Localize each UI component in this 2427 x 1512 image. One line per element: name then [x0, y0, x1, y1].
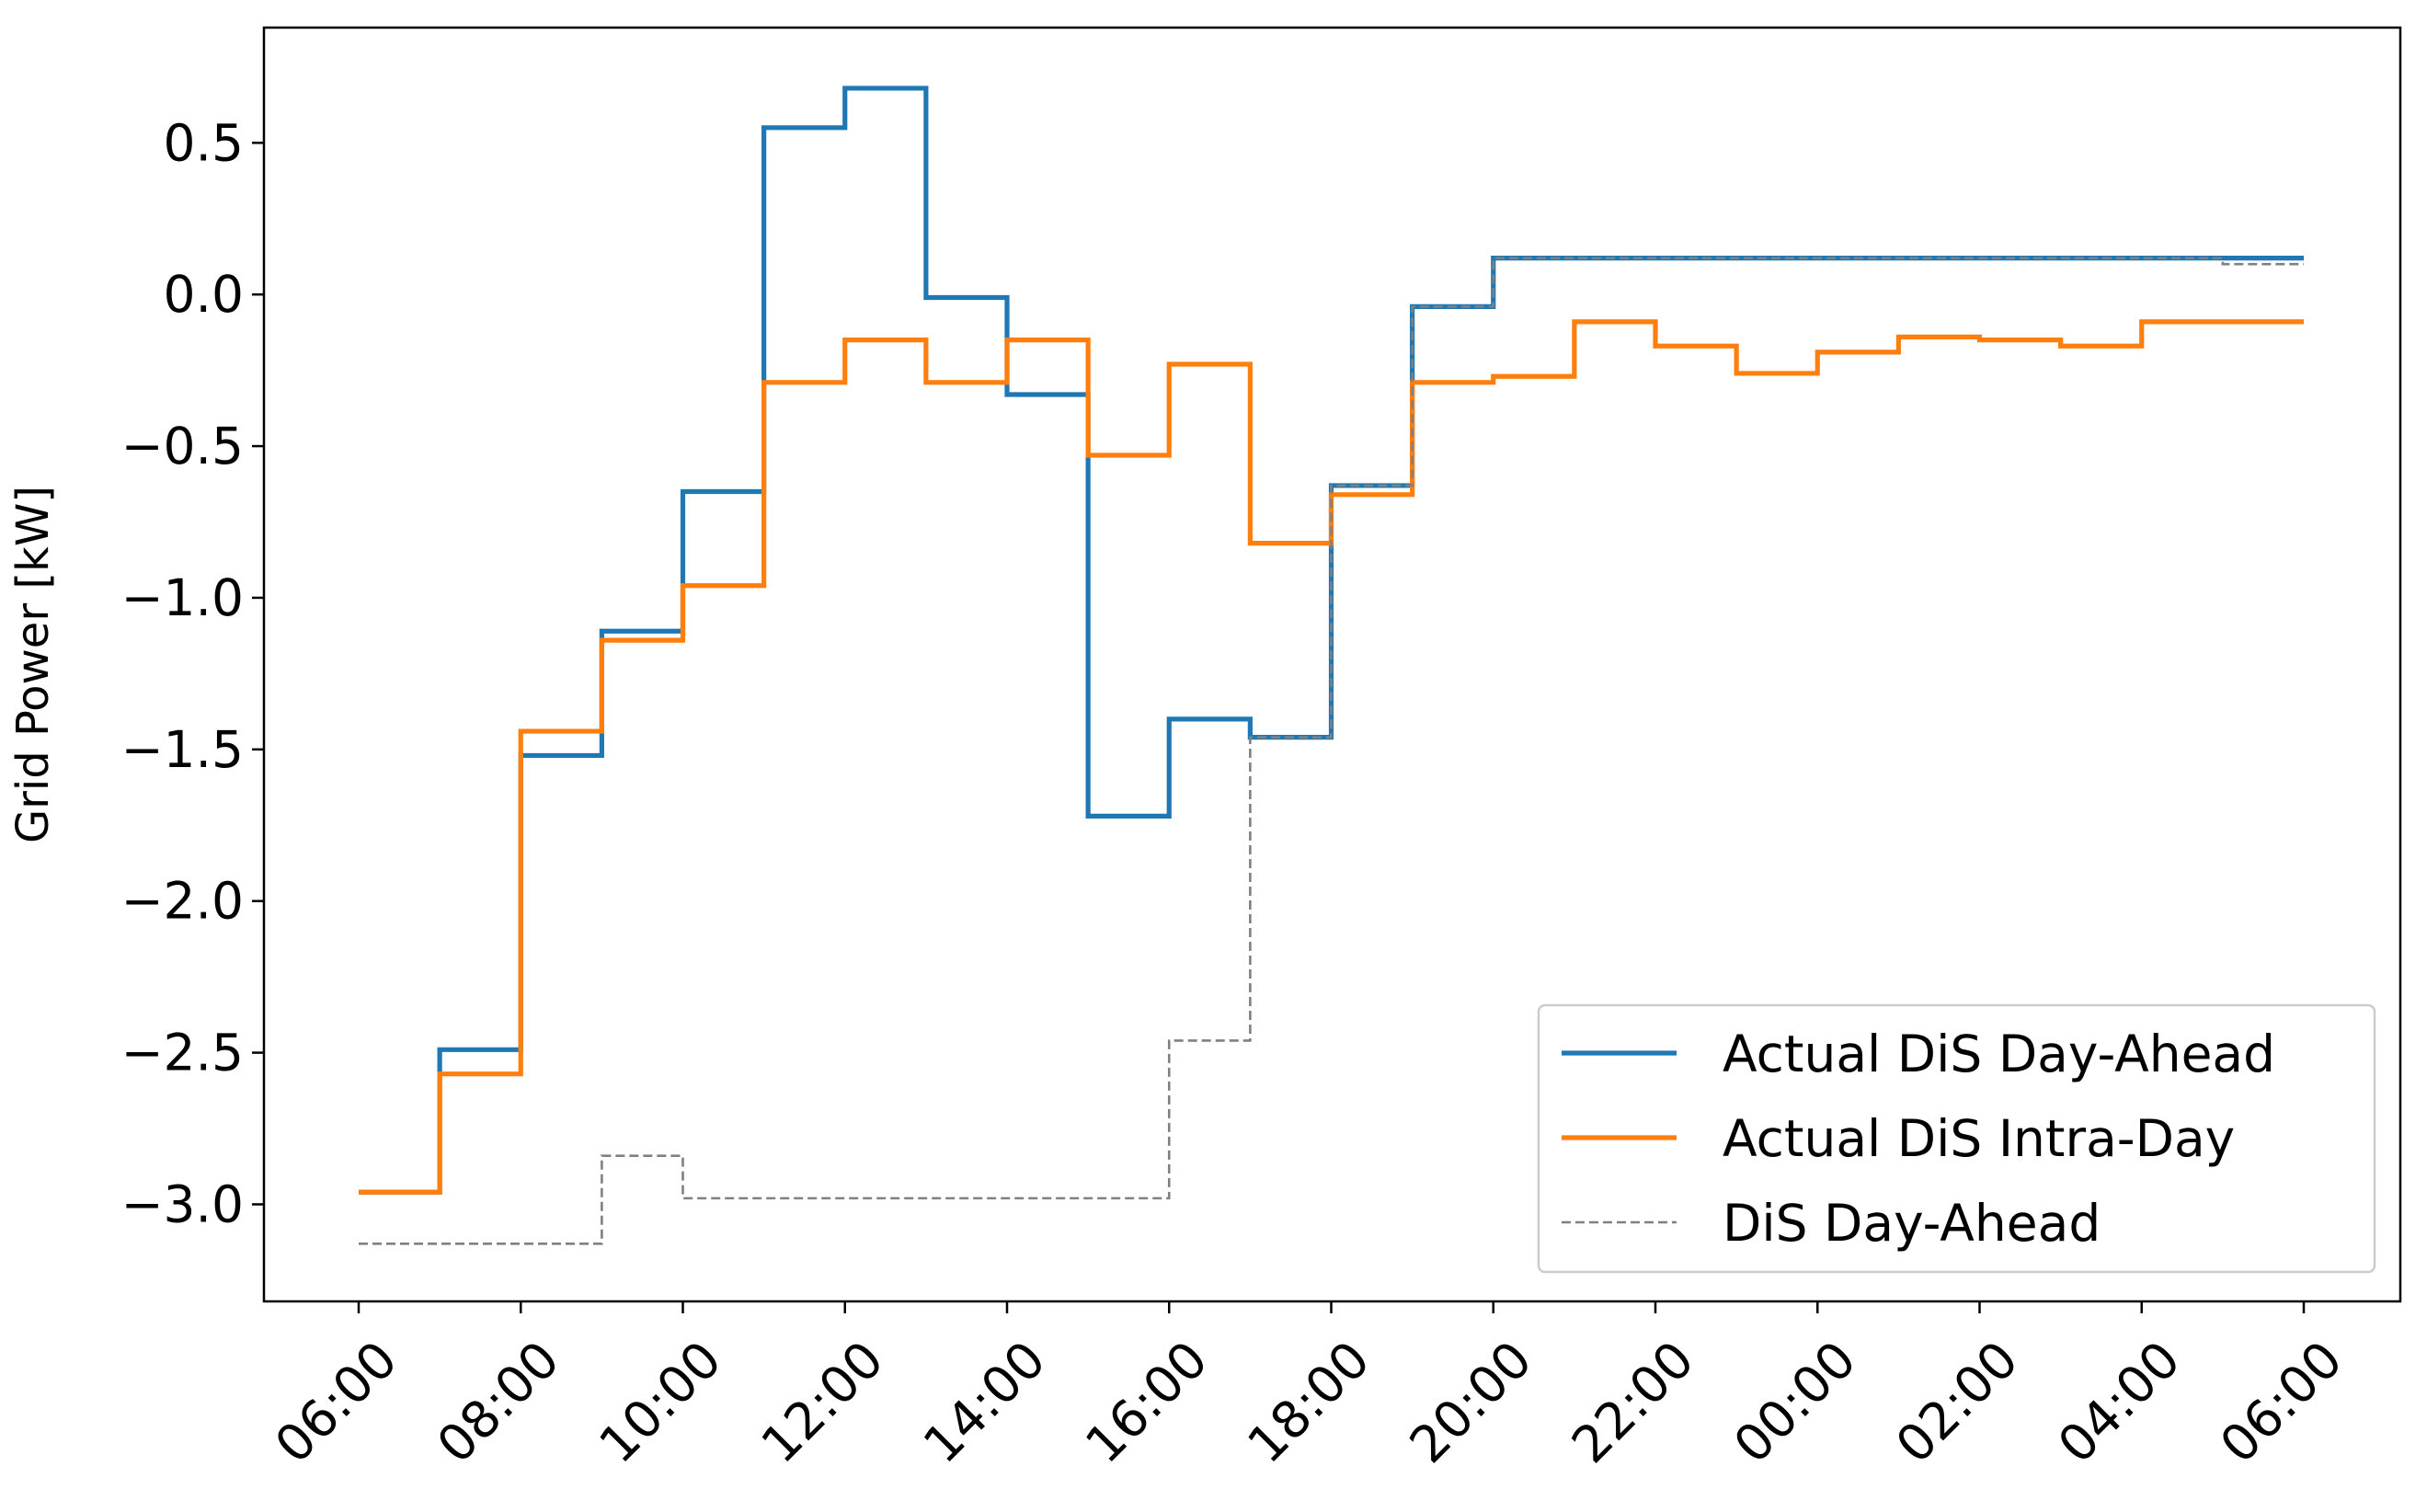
x-tick-label: 18:00: [1236, 1330, 1380, 1474]
x-tick-label: 04:00: [2046, 1330, 2191, 1474]
x-tick-label: 12:00: [750, 1330, 894, 1474]
legend-entry-label: Actual DiS Intra-Day: [1723, 1109, 2235, 1168]
y-axis: 0.5 0.0 −0.5 −1.0 −1.5 −2.0 −2.5 −3.0: [120, 113, 264, 1233]
x-tick-label: 22:00: [1561, 1330, 1705, 1474]
series-layer: [359, 86, 2304, 1245]
y-tick-label: −2.5: [120, 1024, 244, 1082]
x-tick-label: 14:00: [912, 1330, 1057, 1474]
x-tick-label: 10:00: [588, 1330, 732, 1474]
y-tick-label: −0.5: [120, 417, 244, 475]
legend-box: [1537, 1003, 2376, 1274]
x-axis: 06:00 08:00 10:00 12:00 14:00 16:00 18:00 20:00…: [264, 1301, 2353, 1474]
dis-day-ahead-line: [359, 257, 2304, 1245]
plot-area-frame: [262, 26, 2402, 1303]
legend-entry-label: Actual DiS Day-Ahead: [1723, 1025, 2275, 1083]
y-tick-label: −2.0: [120, 872, 244, 931]
legend-entry-label: DiS Day-Ahead: [1723, 1194, 2101, 1253]
x-tick-label: 20:00: [1398, 1330, 1542, 1474]
x-tick-label: 16:00: [1074, 1330, 1219, 1474]
y-tick-label: −3.0: [120, 1174, 244, 1233]
x-tick-label: 06:00: [2209, 1330, 2353, 1474]
y-tick-label: −1.5: [120, 720, 244, 779]
y-tick-label: 0.0: [164, 265, 244, 324]
legend: Actual DiS Day-Ahead Actual DiS Intra-Day…: [1537, 1003, 2376, 1274]
y-axis-label: Grid Power [kW]: [7, 486, 59, 843]
x-tick-label: 00:00: [1723, 1330, 1867, 1474]
x-tick-label: 06:00: [264, 1330, 408, 1474]
y-tick-label: 0.5: [164, 113, 244, 172]
x-tick-label: 08:00: [426, 1330, 570, 1474]
y-tick-label: −1.0: [120, 568, 244, 627]
x-tick-label: 02:00: [1884, 1330, 2029, 1474]
